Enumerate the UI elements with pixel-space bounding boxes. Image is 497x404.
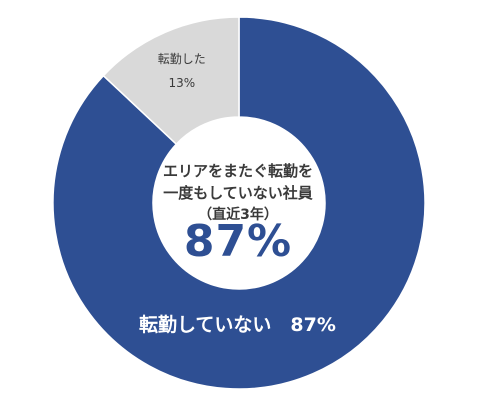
slice-label-1: 転勤した: [158, 52, 206, 66]
slice-1: [102, 16, 240, 146]
slice-0: [52, 16, 426, 390]
slice-value-1: 13%: [168, 76, 195, 90]
center-percentage: 87%: [183, 216, 293, 267]
center-caption-line3: （直近3年）: [198, 207, 278, 223]
center-caption-line1: エリアをまたぐ転勤を: [162, 162, 313, 180]
center-caption-line2: 一度もしていない社員: [163, 184, 313, 202]
slice-label-0: 転勤していない 87%: [139, 313, 336, 336]
